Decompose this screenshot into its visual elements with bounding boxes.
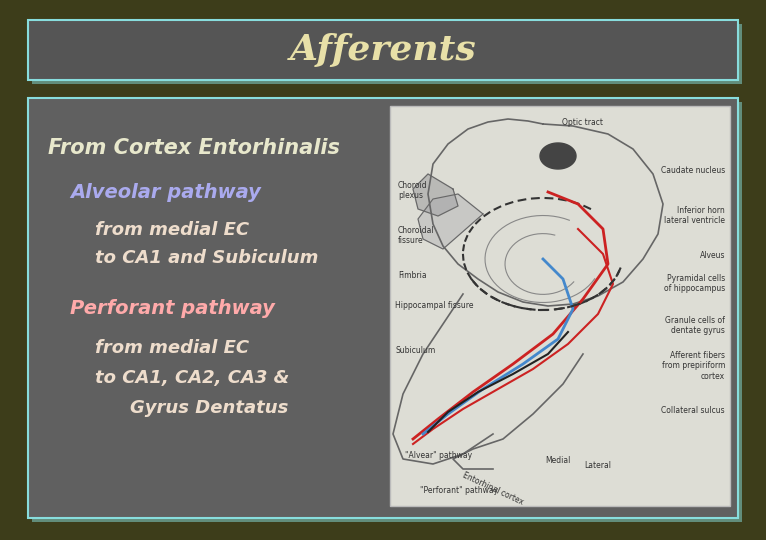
Text: Medial: Medial bbox=[545, 456, 571, 465]
Text: "Alvear" pathway: "Alvear" pathway bbox=[405, 451, 472, 460]
Text: Subiculum: Subiculum bbox=[395, 346, 435, 355]
Text: Lateral: Lateral bbox=[584, 461, 611, 470]
Text: Caudate nucleus: Caudate nucleus bbox=[661, 166, 725, 175]
Text: Granule cells of
dentate gyrus: Granule cells of dentate gyrus bbox=[665, 316, 725, 335]
Text: to CA1 and Subiculum: to CA1 and Subiculum bbox=[95, 249, 319, 267]
Text: Gyrus Dentatus: Gyrus Dentatus bbox=[130, 399, 288, 417]
Text: Perforant pathway: Perforant pathway bbox=[70, 299, 275, 318]
Bar bbox=[32, 24, 742, 84]
Text: Afferents: Afferents bbox=[290, 33, 476, 67]
Text: Fimbria: Fimbria bbox=[398, 271, 427, 280]
Text: Inferior horn
lateral ventricle: Inferior horn lateral ventricle bbox=[664, 206, 725, 225]
Polygon shape bbox=[418, 194, 483, 249]
Text: Choroidal
fissure: Choroidal fissure bbox=[398, 226, 434, 245]
Text: Entorhinal cortex: Entorhinal cortex bbox=[461, 471, 525, 507]
Polygon shape bbox=[540, 143, 576, 169]
Text: to CA1, CA2, CA3 &: to CA1, CA2, CA3 & bbox=[95, 369, 290, 387]
Text: Choroid
plexus: Choroid plexus bbox=[398, 181, 427, 200]
Text: Collateral sulcus: Collateral sulcus bbox=[661, 406, 725, 415]
Bar bbox=[32, 102, 742, 522]
Text: Optic tract: Optic tract bbox=[562, 118, 604, 127]
Text: "Perforant" pathway: "Perforant" pathway bbox=[420, 486, 498, 495]
Text: Hippocampal fissure: Hippocampal fissure bbox=[395, 301, 473, 310]
Text: Afferent fibers
from prepiriform
cortex: Afferent fibers from prepiriform cortex bbox=[662, 351, 725, 381]
Text: From Cortex Entorhinalis: From Cortex Entorhinalis bbox=[48, 138, 340, 158]
Bar bbox=[28, 98, 738, 518]
Polygon shape bbox=[413, 174, 458, 216]
Text: from medial EC: from medial EC bbox=[95, 221, 249, 239]
Text: from medial EC: from medial EC bbox=[95, 339, 249, 357]
Bar bbox=[28, 20, 738, 80]
Text: Alveolar pathway: Alveolar pathway bbox=[70, 183, 261, 201]
Text: Pyramidal cells
of hippocampus: Pyramidal cells of hippocampus bbox=[664, 274, 725, 293]
Bar bbox=[390, 106, 730, 506]
Text: Alveus: Alveus bbox=[699, 251, 725, 260]
